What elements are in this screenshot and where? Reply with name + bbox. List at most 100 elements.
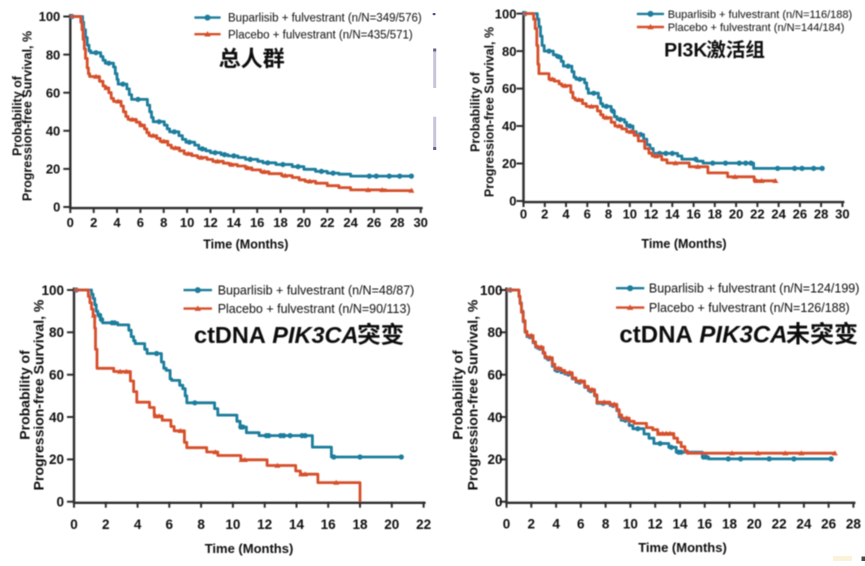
- svg-text:16: 16: [321, 517, 337, 532]
- svg-text:60: 60: [502, 81, 516, 96]
- svg-text:6: 6: [577, 516, 585, 531]
- svg-text:0: 0: [495, 495, 503, 510]
- svg-text:14: 14: [672, 516, 688, 531]
- svg-text:12: 12: [257, 517, 272, 532]
- svg-text:20: 20: [384, 517, 399, 532]
- svg-text:6: 6: [137, 215, 144, 230]
- svg-text:100: 100: [480, 283, 503, 298]
- svg-text:0: 0: [503, 516, 511, 531]
- svg-text:4: 4: [134, 517, 142, 532]
- svg-text:40: 40: [502, 119, 516, 134]
- svg-text:22: 22: [772, 516, 787, 531]
- svg-text:10: 10: [180, 215, 194, 230]
- svg-text:60: 60: [487, 368, 502, 383]
- svg-text:8: 8: [602, 516, 610, 531]
- svg-text:28: 28: [846, 516, 862, 531]
- svg-text:16: 16: [250, 215, 264, 230]
- svg-text:18: 18: [722, 516, 738, 531]
- svg-text:28: 28: [814, 207, 828, 222]
- svg-text:20: 20: [49, 452, 64, 467]
- svg-text:12: 12: [203, 215, 217, 230]
- svg-text:0: 0: [520, 207, 527, 222]
- svg-text:PIK3CA: PIK3CA: [272, 322, 358, 348]
- svg-text:22: 22: [320, 215, 334, 230]
- svg-text:22: 22: [750, 207, 764, 222]
- svg-text:0: 0: [56, 495, 64, 510]
- svg-text:26: 26: [793, 207, 807, 222]
- svg-text:18: 18: [352, 517, 368, 532]
- svg-text:30: 30: [835, 207, 849, 222]
- svg-text:6: 6: [166, 517, 174, 532]
- svg-text:100: 100: [41, 283, 64, 298]
- svg-text:16: 16: [686, 207, 700, 222]
- svg-text:PIK3CA: PIK3CA: [699, 321, 787, 348]
- svg-text:24: 24: [796, 516, 812, 531]
- svg-text:40: 40: [49, 410, 64, 425]
- svg-text:20: 20: [729, 207, 743, 222]
- svg-text:100: 100: [495, 6, 517, 21]
- svg-text:Time (Months): Time (Months): [205, 541, 294, 556]
- svg-text:80: 80: [487, 325, 502, 340]
- svg-text:0: 0: [67, 215, 74, 230]
- svg-text:14: 14: [227, 215, 242, 230]
- svg-text:40: 40: [487, 410, 502, 425]
- svg-text:8: 8: [605, 207, 612, 222]
- svg-text:22: 22: [416, 517, 431, 532]
- svg-text:8: 8: [160, 215, 167, 230]
- svg-text:Placebo + fulvestrant (n/N=90/: Placebo + fulvestrant (n/N=90/113): [218, 302, 411, 316]
- svg-text:20: 20: [46, 162, 60, 177]
- svg-text:20: 20: [502, 156, 516, 171]
- svg-text:0: 0: [70, 517, 78, 532]
- svg-text:18: 18: [708, 207, 722, 222]
- svg-text:60: 60: [49, 368, 64, 383]
- svg-text:20: 20: [747, 516, 762, 531]
- svg-text:2: 2: [541, 207, 548, 222]
- svg-text:ctDNA: ctDNA: [619, 321, 692, 348]
- svg-text:4: 4: [562, 207, 570, 222]
- svg-text:100: 100: [39, 9, 61, 24]
- svg-text:24: 24: [343, 215, 358, 230]
- svg-text:14: 14: [665, 207, 680, 222]
- svg-text:Progression-free Survival, %: Progression-free Survival, %: [21, 31, 35, 201]
- svg-text:4: 4: [552, 516, 560, 531]
- svg-text:Time (Months): Time (Months): [638, 540, 727, 555]
- svg-text:10: 10: [623, 207, 637, 222]
- svg-text:20: 20: [297, 215, 311, 230]
- svg-text:Progression-free Survival, %: Progression-free Survival, %: [464, 299, 480, 490]
- svg-text:28: 28: [390, 215, 404, 230]
- svg-text:20: 20: [487, 452, 502, 467]
- svg-text:0: 0: [53, 200, 60, 215]
- svg-text:2: 2: [528, 516, 536, 531]
- svg-text:2: 2: [90, 215, 97, 230]
- svg-text:Buparlisib + fulvestrant (n/N=: Buparlisib + fulvestrant (n/N=116/188): [668, 9, 852, 21]
- svg-text:Buparlisib + fulvestrant (n/N=: Buparlisib + fulvestrant (n/N=349/576): [228, 13, 422, 25]
- svg-text:8: 8: [197, 517, 205, 532]
- svg-text:Time (Months): Time (Months): [203, 238, 288, 252]
- svg-text:Buparlisib + fulvestrant (n/N=: Buparlisib + fulvestrant (n/N=124/199): [649, 282, 860, 296]
- svg-text:80: 80: [46, 47, 60, 62]
- svg-text:Placebo + fulvestrant (n/N=126: Placebo + fulvestrant (n/N=126/188): [649, 301, 850, 315]
- svg-text:12: 12: [648, 516, 663, 531]
- svg-text:10: 10: [225, 517, 240, 532]
- svg-text:26: 26: [821, 516, 837, 531]
- svg-text:Probability of: Probability of: [468, 71, 482, 152]
- svg-text:40: 40: [46, 124, 60, 139]
- svg-text:Buparlisib + fulvestrant (n/N=: Buparlisib + fulvestrant (n/N=48/87): [218, 284, 415, 298]
- svg-text:Placebo + fulvestrant (n/N=144: Placebo + fulvestrant (n/N=144/184): [668, 22, 845, 34]
- svg-text:30: 30: [413, 215, 427, 230]
- svg-text:Time (Months): Time (Months): [641, 237, 726, 251]
- svg-text:60: 60: [46, 85, 60, 100]
- svg-text:6: 6: [584, 207, 591, 222]
- svg-text:26: 26: [367, 215, 381, 230]
- svg-text:Probability of: Probability of: [450, 350, 466, 440]
- svg-text:16: 16: [697, 516, 713, 531]
- svg-text:2: 2: [102, 517, 110, 532]
- svg-text:PI3K: PI3K: [664, 40, 707, 62]
- svg-text:18: 18: [273, 215, 287, 230]
- svg-text:Progression-free Survival, %: Progression-free Survival, %: [31, 299, 47, 490]
- svg-text:80: 80: [49, 325, 64, 340]
- svg-text:ctDNA: ctDNA: [194, 322, 266, 348]
- svg-text:4: 4: [113, 215, 121, 230]
- svg-text:0: 0: [509, 194, 516, 209]
- svg-text:12: 12: [644, 207, 658, 222]
